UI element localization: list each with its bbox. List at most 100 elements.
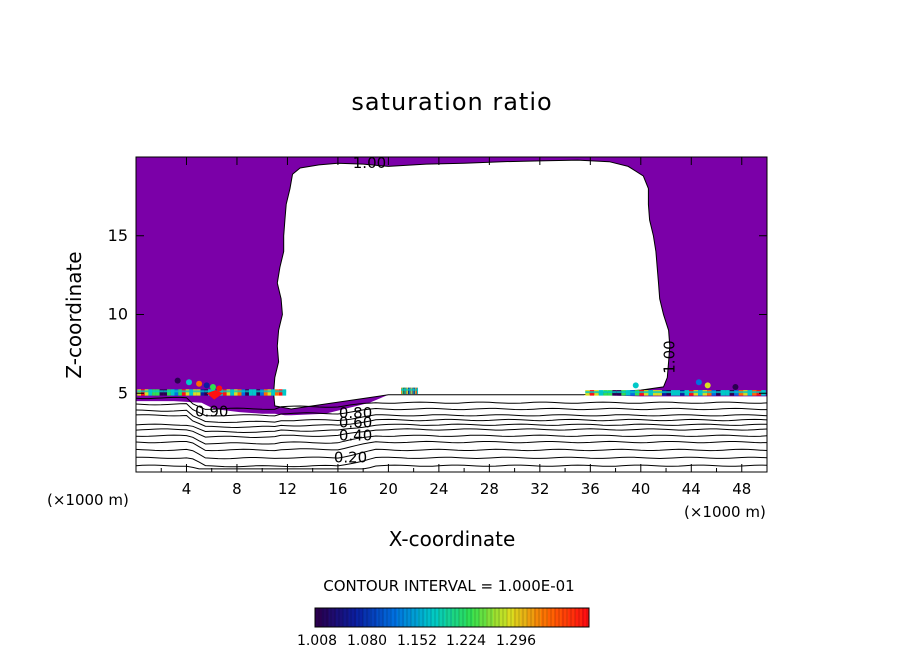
heat-cell [282, 389, 287, 396]
heat-edge [603, 391, 608, 394]
y-tick-label: 15 [108, 226, 128, 245]
heat-cell [241, 389, 246, 396]
heat-cell [271, 389, 276, 396]
heat-edge [747, 391, 753, 394]
heat-edge [263, 390, 268, 393]
contour-line [135, 456, 768, 468]
colorbar-cell [410, 608, 419, 627]
upper-subsaturated-hole [273, 160, 670, 409]
heat-edge [152, 390, 156, 393]
colorbar-cell [315, 608, 323, 627]
heat-spot [632, 382, 639, 389]
contour-labels: 1.00 1.00 0.90 0.800.600.40 0.20 [195, 154, 678, 467]
colorbar-cell [520, 608, 528, 627]
heat-edge [207, 390, 212, 393]
contour-label: 1.00 [660, 340, 678, 373]
colorbar-cell [541, 608, 549, 627]
heat-edge [657, 391, 662, 394]
heat-edge [196, 390, 201, 393]
heat-edge [707, 391, 712, 394]
heat-edge [204, 390, 208, 393]
contour-label: 0.60 [339, 414, 372, 432]
heat-cell [178, 389, 182, 396]
x-tick-label: 12 [278, 480, 297, 498]
x-tick-label: 32 [530, 480, 549, 498]
heat-edge [159, 390, 164, 393]
contour-label: 0.90 [195, 403, 228, 421]
heat-edge [643, 391, 649, 394]
x-tick-label: 36 [581, 480, 600, 498]
heat-edge [670, 391, 676, 394]
heat-edge [725, 391, 730, 394]
heat-edge [278, 390, 283, 393]
heat-cell [226, 389, 231, 396]
heat-edge [155, 390, 160, 393]
heat-edge [282, 390, 287, 393]
heat-edge [734, 391, 739, 394]
colorbar-cell [438, 608, 446, 627]
heat-spot [203, 382, 210, 389]
heat-cell [237, 389, 242, 396]
heat-cell [196, 389, 201, 396]
colorbar-cell [465, 608, 474, 627]
colorbar-cell [534, 608, 542, 627]
heat-spot [196, 380, 203, 387]
heat-edge [693, 391, 699, 394]
contour-line [135, 448, 768, 460]
colorbar-cell [362, 608, 371, 627]
colorbar-cell [452, 608, 460, 627]
heat-edge [174, 390, 179, 393]
heat-edge [607, 391, 613, 394]
colorbar-cell [321, 608, 330, 627]
heat-edge [260, 390, 264, 393]
contour-label: 0.40 [339, 426, 372, 444]
heat-edge [589, 391, 595, 394]
x-tick-label: 28 [480, 480, 499, 498]
colorbar-cell [342, 608, 350, 627]
colorbar-cell [547, 608, 556, 627]
heat-spot [186, 379, 193, 386]
heat-edge [200, 390, 205, 393]
heat-edge [761, 391, 766, 394]
heat-cell [137, 389, 141, 396]
colorbar-cell [472, 608, 480, 627]
x-tick-label: 44 [682, 480, 701, 498]
heat-edge [689, 391, 694, 394]
heat-cell [181, 389, 186, 396]
heat-edge [612, 391, 617, 394]
heat-edge [648, 391, 653, 394]
heat-edge [185, 390, 190, 393]
contour-label: 1.00 [353, 154, 386, 172]
heat-cell [252, 389, 257, 396]
colorbar-cell [493, 608, 501, 627]
heat-edge [621, 391, 626, 394]
heat-cell [174, 389, 179, 396]
x-unit-right: (×1000 m) [684, 503, 766, 521]
heat-edge [729, 391, 735, 394]
heat-cell [230, 389, 235, 396]
heat-edge [252, 390, 257, 393]
heat-edge [634, 391, 640, 394]
heat-cell [267, 389, 272, 396]
heat-edge [234, 390, 238, 393]
colorbar-cell [404, 608, 412, 627]
heat-edge [245, 390, 249, 393]
x-tick-label: 40 [631, 480, 650, 498]
colorbar-cell [513, 608, 521, 627]
heat-edge [680, 391, 685, 394]
x-tick-label: 48 [732, 480, 751, 498]
x-tick-label: 8 [232, 480, 242, 498]
colorbar-cell [356, 608, 364, 627]
contour-line [135, 434, 768, 445]
heat-cell [278, 389, 283, 396]
y-axis-ticks: 5 10 15 [108, 226, 767, 402]
heat-spot [695, 379, 702, 386]
x-axis-label-wrap: X-coordinate [0, 527, 904, 551]
heat-edge [711, 391, 717, 394]
heat-edge [702, 391, 708, 394]
heat-cell [152, 389, 156, 396]
x-tick-label: 24 [429, 480, 448, 498]
heat-edge [630, 391, 635, 394]
heat-cell [245, 389, 249, 396]
